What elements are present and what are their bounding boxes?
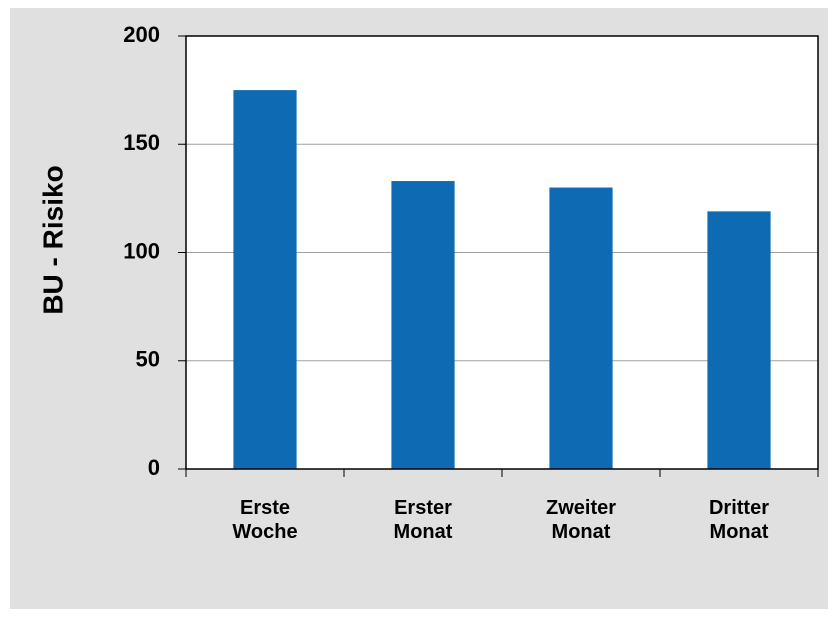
y-axis-label: BU - Risiko (37, 165, 68, 314)
y-tick-label: 150 (123, 130, 160, 155)
y-tick-label: 50 (136, 347, 160, 372)
bar (549, 187, 613, 470)
bar (707, 211, 771, 470)
y-tick-label: 100 (123, 238, 160, 263)
bar (233, 90, 297, 469)
x-tick-label: Erste Woche (232, 497, 298, 543)
y-tick-label: 200 (123, 22, 160, 47)
x-tick-label: Erster Monat (393, 497, 453, 543)
plot-frame (185, 35, 819, 470)
x-tick-label: Dritter Monat (708, 497, 769, 543)
x-tick-label: Zweiter Monat (545, 497, 617, 543)
bar (391, 181, 455, 469)
y-tick-label: 0 (148, 455, 160, 480)
